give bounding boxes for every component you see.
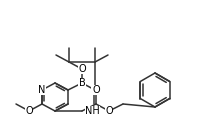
Text: O: O <box>78 64 86 74</box>
Text: O: O <box>25 106 33 116</box>
Text: O: O <box>105 106 113 116</box>
Text: B: B <box>79 78 85 88</box>
Text: NH: NH <box>85 106 100 116</box>
Text: O: O <box>92 85 100 95</box>
Text: O: O <box>91 85 99 95</box>
Text: N: N <box>38 85 46 95</box>
